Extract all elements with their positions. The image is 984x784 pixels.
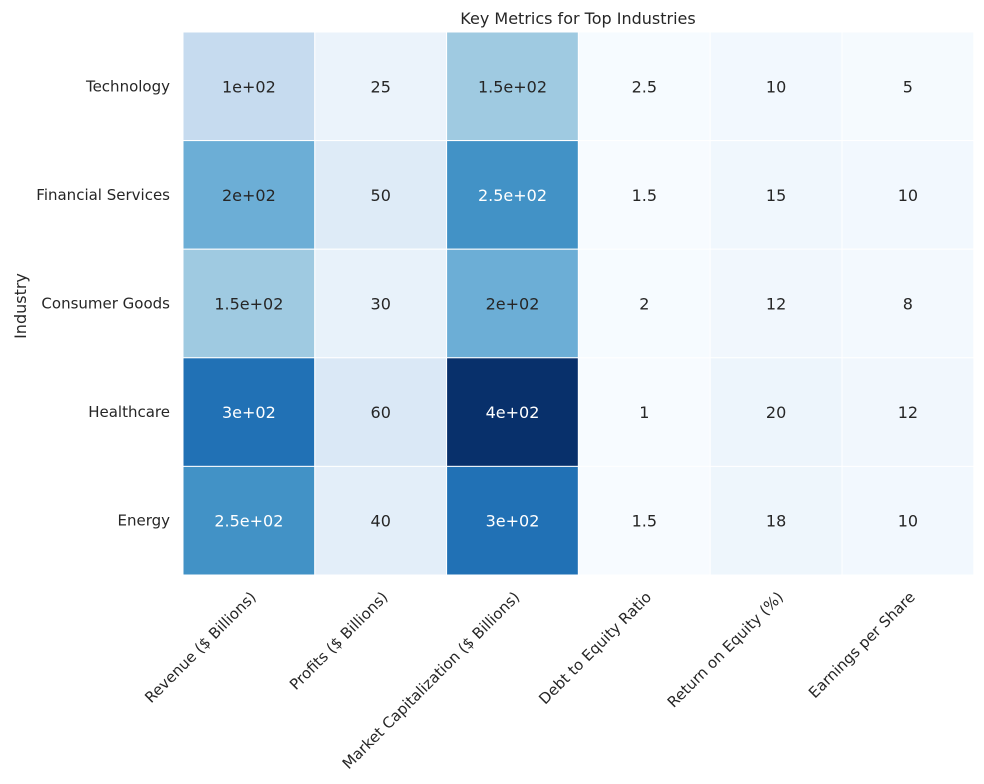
cell-value-label: 40 xyxy=(371,512,391,531)
heatmap-cell xyxy=(841,248,975,359)
cell-value-label: 1e+02 xyxy=(222,77,276,96)
heatmap-cell xyxy=(577,31,711,142)
heatmap-cell xyxy=(841,31,975,142)
heatmap-cell xyxy=(577,357,711,467)
cell-value-label: 18 xyxy=(766,512,786,531)
column-label: Debt to Equity Ratio xyxy=(535,588,655,708)
cell-value-label: 50 xyxy=(371,186,391,205)
heatmap-cell xyxy=(709,31,843,142)
heatmap-cell xyxy=(709,248,843,359)
y-axis-label: Industry xyxy=(11,273,30,339)
cell-value-label: 1.5e+02 xyxy=(214,295,283,314)
cell-value-label: 1.5 xyxy=(632,186,657,205)
row-label: Financial Services xyxy=(36,186,170,204)
cell-value-label: 4e+02 xyxy=(486,403,540,422)
row-label: Healthcare xyxy=(88,403,170,421)
heatmap-cell xyxy=(182,357,316,467)
cell-value-label: 12 xyxy=(766,295,786,314)
cell-value-label: 2 xyxy=(639,295,649,314)
cell-value-label: 2.5e+02 xyxy=(214,512,283,531)
heatmap-cell xyxy=(577,465,711,576)
heatmap-cell xyxy=(314,248,448,359)
cell-value-label: 5 xyxy=(903,77,913,96)
cell-value-label: 2.5e+02 xyxy=(478,186,547,205)
heatmap-cell xyxy=(446,357,579,467)
chart-title: Key Metrics for Top Industries xyxy=(460,9,695,28)
cell-value-label: 30 xyxy=(371,295,391,314)
cell-value-label: 12 xyxy=(898,403,918,422)
cell-value-label: 2e+02 xyxy=(222,186,276,205)
cell-value-label: 3e+02 xyxy=(486,512,540,531)
row-labels: Technology Financial Services Consumer Goo… xyxy=(36,77,170,529)
column-label: Earnings per Share xyxy=(805,588,919,702)
heatmap-cell xyxy=(182,31,316,142)
cell-value-label: 2e+02 xyxy=(486,295,540,314)
cell-value-label: 25 xyxy=(371,77,391,96)
heatmap-cell xyxy=(446,248,579,359)
cell-value-label: 10 xyxy=(766,77,786,96)
row-label: Technology xyxy=(85,77,170,95)
cell-value-label: 8 xyxy=(903,295,913,314)
column-label: Return on Equity (%) xyxy=(664,588,787,711)
cell-value-label: 60 xyxy=(371,403,391,422)
heatmap-cells: 1e+02 25 1.5e+02 2.5 10 5 2e+02 50 2.5e+02 1.5 15 1… xyxy=(182,31,975,576)
cell-value-label: 1.5 xyxy=(632,512,657,531)
heatmap-cell xyxy=(841,357,975,467)
row-label: Consumer Goods xyxy=(41,295,170,313)
heatmap-cell xyxy=(577,248,711,359)
heatmap-cell xyxy=(709,465,843,576)
heatmap-cell xyxy=(577,140,711,250)
heatmap-cell xyxy=(182,465,316,576)
column-label: Revenue ($ Billions) xyxy=(141,588,259,706)
cell-value-label: 20 xyxy=(766,403,786,422)
cell-value-label: 15 xyxy=(766,186,786,205)
heatmap-cell xyxy=(314,357,448,467)
column-labels: Revenue ($ Billions) Profits ($ Billions)… xyxy=(141,588,918,773)
heatmap-cell xyxy=(446,465,579,576)
cell-value-label: 1.5e+02 xyxy=(478,77,547,96)
cell-value-label: 1 xyxy=(639,403,649,422)
heatmap-cell xyxy=(841,140,975,250)
heatmap-cell xyxy=(841,465,975,576)
cell-value-label: 10 xyxy=(898,512,918,531)
heatmap-cell xyxy=(314,140,448,250)
heatmap-cell xyxy=(709,357,843,467)
cell-value-label: 3e+02 xyxy=(222,403,276,422)
cell-value-label: 2.5 xyxy=(632,77,657,96)
heatmap-cell xyxy=(182,248,316,359)
row-label: Energy xyxy=(117,512,170,530)
heatmap-cell xyxy=(314,31,448,142)
cell-value-label: 10 xyxy=(898,186,918,205)
heatmap-cell xyxy=(446,31,579,142)
column-label: Profits ($ Billions) xyxy=(286,588,391,693)
